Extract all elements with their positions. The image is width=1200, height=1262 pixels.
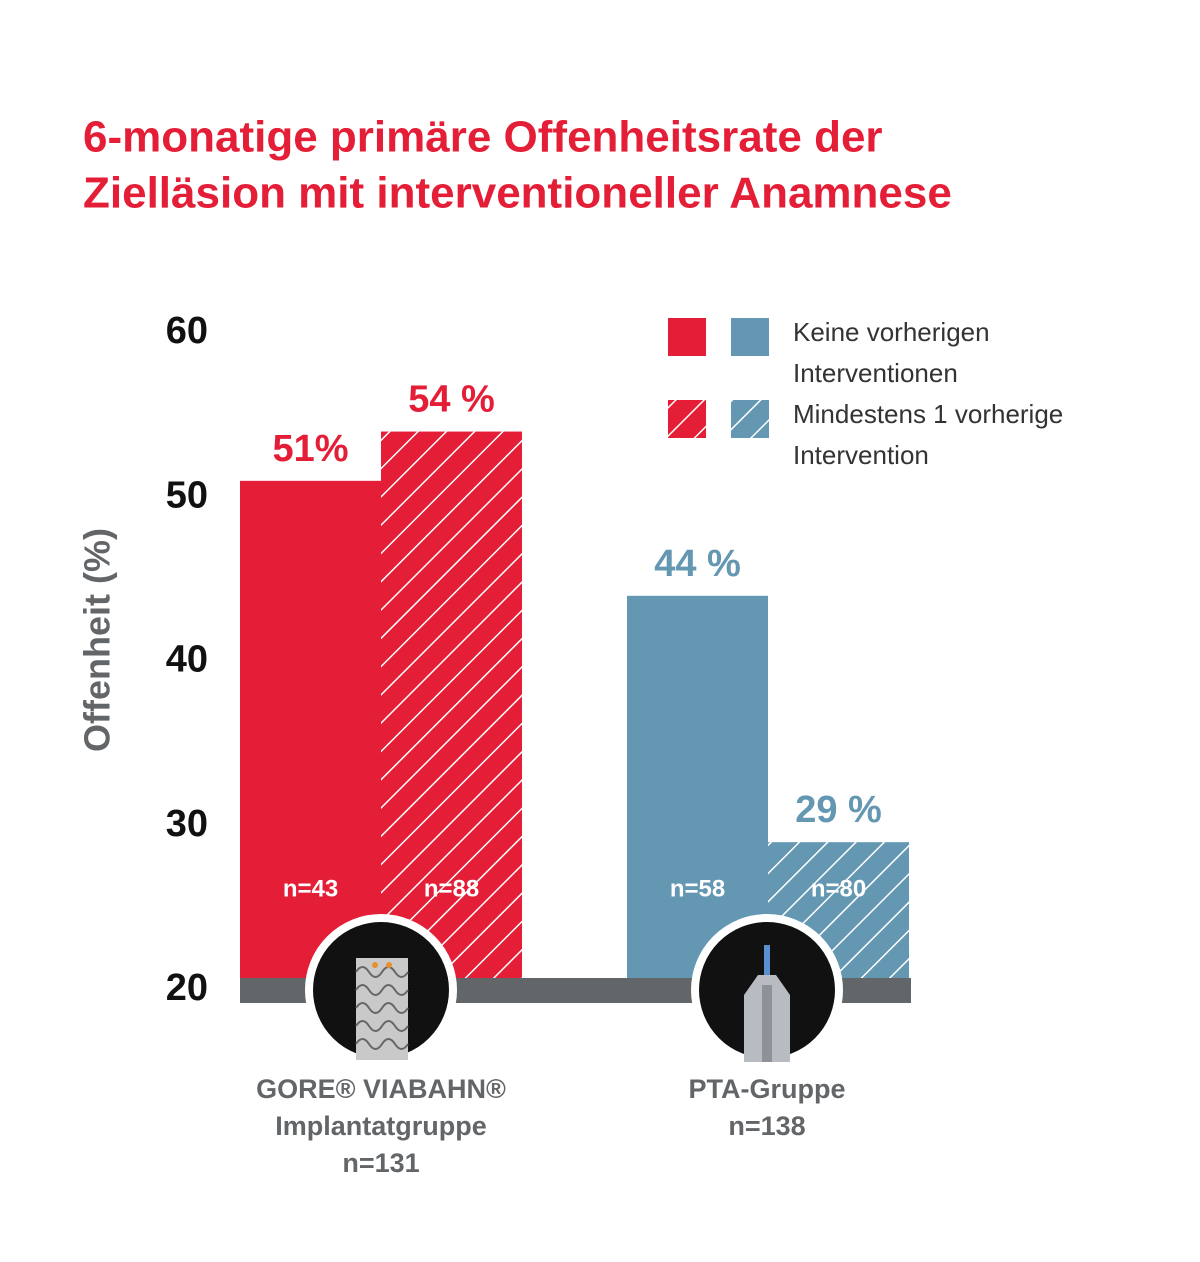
balloon-icon <box>691 914 843 1066</box>
x-tick-label: Implantatgruppe <box>275 1111 487 1141</box>
value-label: 54 % <box>408 379 495 421</box>
value-label: 51% <box>272 428 348 470</box>
x-tick-label: PTA-Gruppe <box>689 1074 846 1104</box>
legend-label: Mindestens 1 vorherige Intervention <box>793 399 1064 470</box>
n-label: n=43 <box>283 875 338 902</box>
legend-swatch <box>731 318 769 356</box>
bar <box>381 431 522 990</box>
legend-swatch <box>668 318 706 356</box>
y-tick-label: 30 <box>166 803 208 845</box>
chart-title: Zielläsion mit interventioneller Anamnes… <box>83 169 952 218</box>
y-tick-label: 40 <box>166 639 208 681</box>
group-size: n=131 <box>342 1148 419 1178</box>
y-axis-label: Offenheit (%) <box>77 528 118 752</box>
n-label: n=88 <box>424 875 479 902</box>
group-size: n=138 <box>728 1111 805 1141</box>
stent-icon <box>305 914 457 1066</box>
legend-label: Keine vorherigen Interventionen <box>793 317 990 388</box>
legend-swatch <box>668 400 706 438</box>
y-tick-label: 50 <box>166 474 208 516</box>
bar <box>240 480 381 990</box>
n-label: n=58 <box>670 875 725 902</box>
chart-title: 6-monatige primäre Offenheitsrate der <box>83 113 883 162</box>
y-tick-label: 20 <box>166 967 208 1009</box>
n-label: n=80 <box>811 875 866 902</box>
value-label: 29 % <box>795 789 882 831</box>
x-tick-label: GORE® VIABAHN® <box>256 1074 506 1104</box>
legend <box>668 318 769 438</box>
y-tick-label: 60 <box>166 310 208 352</box>
legend-swatch <box>731 400 769 438</box>
value-label: 44 % <box>654 543 741 585</box>
